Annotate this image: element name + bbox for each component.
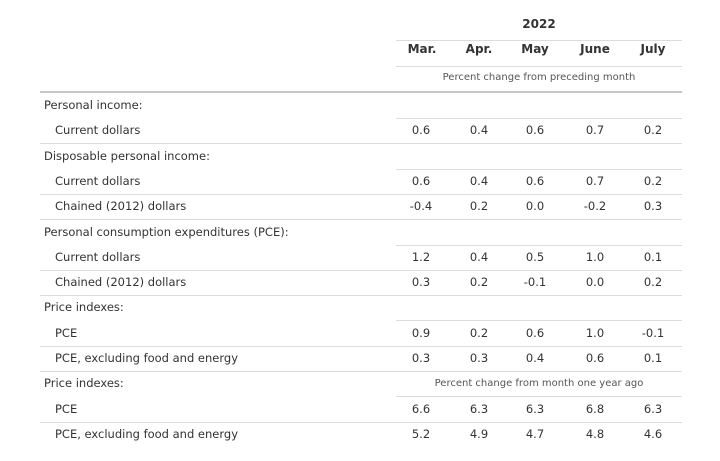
row-label: PCE, excluding food and energy (55, 426, 239, 441)
year-header: 2022 (522, 17, 556, 31)
table-row: PCE 0.9 0.2 0.6 1.0 -0.1 (40, 321, 682, 347)
row-label: Current dollars (55, 249, 141, 264)
value-cell: 0.2 (643, 123, 663, 138)
row-divider (396, 396, 682, 398)
value-cell: 0.2 (469, 325, 489, 340)
value-cell: 0.2 (469, 199, 489, 214)
row-divider (40, 371, 682, 372)
value-cell: 0.3 (643, 199, 663, 214)
row-divider (396, 244, 682, 246)
row-divider (40, 269, 682, 271)
table-row: Personal income: (40, 93, 682, 119)
value-cell: 0.5 (525, 249, 545, 264)
row-label: PCE, excluding food and energy (55, 351, 239, 365)
unit-yearly-label: Percent change from month one year ago (434, 378, 644, 390)
value-cell: 0.6 (411, 123, 431, 138)
section-label: Disposable personal income: (44, 148, 210, 163)
value-cell: 0.0 (525, 199, 545, 214)
unit-monthly-label: Percent change from preceding month (442, 72, 636, 83)
value-cell: 1.0 (585, 249, 605, 264)
value-cell: 0.6 (525, 325, 545, 340)
value-cell: 5.2 (411, 426, 431, 441)
value-cell: 1.0 (585, 325, 605, 340)
value-cell: 0.9 (411, 325, 431, 340)
row-label: Chained (2012) dollars (55, 199, 187, 214)
row-divider (40, 143, 682, 145)
value-cell: 0.2 (469, 275, 489, 290)
value-cell: 0.4 (525, 351, 545, 365)
value-cell: 0.1 (643, 351, 663, 365)
row-label: PCE (55, 401, 78, 416)
value-cell: 0.0 (585, 275, 605, 290)
value-cell: 0.4 (469, 173, 489, 188)
row-divider (396, 118, 682, 119)
row-divider (40, 295, 682, 297)
header-bottom-rule (40, 91, 682, 93)
value-cell: -0.1 (641, 325, 665, 340)
section-label: Price indexes: (44, 376, 124, 391)
value-cell: 0.3 (411, 351, 431, 365)
value-cell: 0.2 (643, 173, 663, 188)
table-row: PCE 6.6 6.3 6.3 6.8 6.3 (40, 397, 682, 423)
value-cell: -0.2 (583, 199, 607, 214)
value-cell: 6.8 (585, 401, 605, 416)
row-divider (40, 219, 682, 221)
value-cell: 0.7 (585, 123, 605, 138)
value-cell: -0.4 (409, 199, 433, 214)
table-row: Price indexes: Percent change from month … (40, 371, 682, 398)
table-row: Personal consumption expenditures (PCE): (40, 220, 682, 246)
value-cell: 0.7 (585, 173, 605, 188)
value-cell: 6.6 (411, 401, 431, 416)
row-divider (40, 193, 682, 195)
value-cell: 6.3 (525, 401, 545, 416)
value-cell: 0.6 (585, 351, 605, 365)
table-row: Current dollars 0.6 0.4 0.6 0.7 0.2 (40, 169, 682, 195)
row-label: Chained (2012) dollars (55, 275, 187, 290)
month-header-may: May (521, 42, 549, 56)
table-row: Current dollars 0.6 0.4 0.6 0.7 0.2 (40, 118, 682, 145)
row-label: Current dollars (55, 123, 141, 138)
table-row: Price indexes: (40, 295, 682, 322)
value-cell: 4.8 (585, 426, 605, 441)
table-row: Current dollars 1.2 0.4 0.5 1.0 0.1 (40, 245, 682, 271)
value-cell: 4.7 (525, 426, 545, 441)
value-cell: -0.1 (523, 275, 547, 290)
value-cell: 0.2 (643, 275, 663, 290)
table-row: PCE, excluding food and energy 5.2 4.9 4.7 4… (40, 422, 682, 447)
value-cell: 6.3 (643, 401, 663, 416)
year-divider (396, 40, 682, 41)
value-cell: 0.4 (469, 123, 489, 138)
value-cell: 0.4 (469, 249, 489, 264)
table-row: Chained (2012) dollars 0.3 0.2 -0.1 0.0 0.2 (40, 270, 682, 297)
table-row: Chained (2012) dollars -0.4 0.2 0.0 -0.2 0.3 (40, 194, 682, 221)
month-header-mar: Mar. (407, 42, 437, 56)
value-cell: 4.9 (469, 426, 489, 441)
row-label: Current dollars (55, 173, 141, 188)
row-divider (40, 421, 682, 423)
value-cell: 4.6 (643, 426, 663, 441)
month-header-july: July (640, 42, 666, 56)
row-divider (396, 320, 682, 322)
value-cell: 0.1 (643, 249, 663, 264)
section-label: Personal consumption expenditures (PCE): (44, 224, 289, 239)
value-cell: 0.3 (411, 275, 431, 290)
value-cell: 0.3 (469, 351, 489, 365)
value-cell: 0.6 (525, 123, 545, 138)
row-divider (40, 345, 682, 347)
value-cell: 6.3 (469, 401, 489, 416)
section-label: Price indexes: (44, 300, 124, 315)
value-cell: 0.6 (525, 173, 545, 188)
table-row: PCE, excluding food and energy 0.3 0.3 0.4 0… (40, 346, 682, 372)
value-cell: 1.2 (411, 249, 431, 264)
value-cell: 0.6 (411, 173, 431, 188)
month-header-apr: Apr. (465, 42, 493, 56)
month-header-june: June (580, 42, 610, 56)
row-label: PCE (55, 325, 78, 340)
section-label: Personal income: (44, 98, 143, 112)
month-divider (396, 66, 682, 67)
table-row: Disposable personal income: (40, 144, 682, 170)
row-divider (396, 168, 682, 170)
